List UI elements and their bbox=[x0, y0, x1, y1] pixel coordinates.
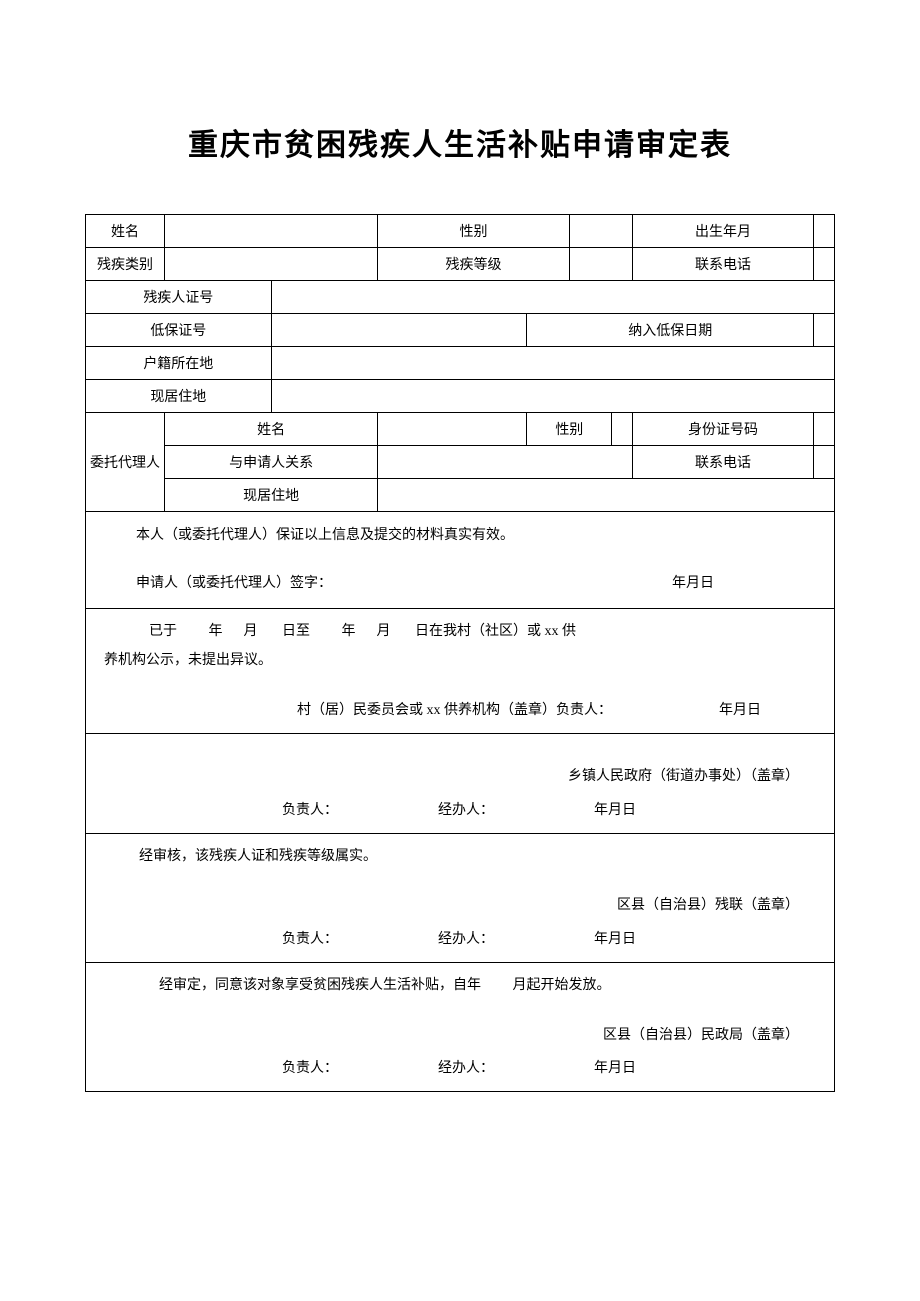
agent-phone-label: 联系电话 bbox=[632, 446, 813, 479]
township-block: 乡镇人民政府（街道办事处）（盖章） 负责人： 经办人： 年月日 bbox=[86, 734, 835, 834]
county-fed-stamp-label: 区县（自治县）残联（盖章） bbox=[104, 891, 814, 920]
agent-name-label: 姓名 bbox=[165, 413, 378, 446]
name-label: 姓名 bbox=[86, 215, 165, 248]
residence-label: 现居住地 bbox=[86, 380, 272, 413]
dibao-date-label: 纳入低保日期 bbox=[527, 314, 814, 347]
gender-value bbox=[569, 215, 632, 248]
agent-section-label: 委托代理人 bbox=[86, 413, 165, 512]
application-form-table: 姓名 性别 出生年月 残疾类别 残疾等级 联系电话 残疾人证号 低保证号 纳入低… bbox=[85, 214, 835, 1092]
agent-name-value bbox=[378, 413, 527, 446]
county-fed-review-text: 经审核，该残疾人证和残疾等级属实。 bbox=[104, 842, 814, 871]
name-value bbox=[165, 215, 378, 248]
dibao-cert-value bbox=[271, 314, 527, 347]
hukou-value bbox=[271, 347, 834, 380]
agent-phone-value bbox=[814, 446, 835, 479]
agent-id-value bbox=[814, 413, 835, 446]
declaration-text: 本人（或委托代理人）保证以上信息及提交的材料真实有效。 bbox=[136, 522, 814, 550]
phone-label: 联系电话 bbox=[632, 248, 813, 281]
disability-type-value bbox=[165, 248, 378, 281]
county-civil-stamp-label: 区县（自治县）民政局（盖章） bbox=[104, 1021, 814, 1050]
village-announcement-line2: 养机构公示，未提出异议。 bbox=[104, 646, 814, 675]
township-footer: 负责人： 经办人： 年月日 bbox=[104, 796, 814, 825]
township-stamp-label: 乡镇人民政府（街道办事处）（盖章） bbox=[104, 762, 814, 791]
disability-cert-value bbox=[271, 281, 834, 314]
agent-gender-value bbox=[612, 413, 633, 446]
agent-residence-label: 现居住地 bbox=[165, 479, 378, 512]
agent-residence-value bbox=[378, 479, 835, 512]
phone-value bbox=[814, 248, 835, 281]
county-civil-footer: 负责人： 经办人： 年月日 bbox=[104, 1054, 814, 1083]
signature-date-label: 年月日 bbox=[672, 570, 814, 598]
county-fed-block: 经审核，该残疾人证和残疾等级属实。 区县（自治县）残联（盖章） 负责人： 经办人… bbox=[86, 833, 835, 962]
county-civil-block: 经审定，同意该对象享受贫困残疾人生活补贴，自年 月起开始发放。 区县（自治县）民… bbox=[86, 963, 835, 1092]
agent-gender-label: 性别 bbox=[527, 413, 612, 446]
signature-label: 申请人（或委托代理人）签字： bbox=[136, 570, 332, 598]
agent-relation-label: 与申请人关系 bbox=[165, 446, 378, 479]
county-civil-approval-text: 经审定，同意该对象享受贫困残疾人生活补贴，自年 月起开始发放。 bbox=[104, 971, 814, 1000]
disability-grade-label: 残疾等级 bbox=[378, 248, 570, 281]
agent-id-label: 身份证号码 bbox=[632, 413, 813, 446]
birth-label: 出生年月 bbox=[632, 215, 813, 248]
dibao-date-value bbox=[814, 314, 835, 347]
county-fed-footer: 负责人： 经办人： 年月日 bbox=[104, 925, 814, 954]
village-committee-line: 村（居）民委员会或 xx 供养机构（盖章）负责人： 年月日 bbox=[104, 696, 814, 725]
gender-label: 性别 bbox=[378, 215, 570, 248]
hukou-label: 户籍所在地 bbox=[86, 347, 272, 380]
village-block: 已于 年 月 日至 年 月 日在我村（社区）或 xx 供 养机构公示，未提出异议… bbox=[86, 609, 835, 734]
village-announcement-line1: 已于 年 月 日至 年 月 日在我村（社区）或 xx 供 bbox=[104, 617, 814, 646]
disability-cert-label: 残疾人证号 bbox=[86, 281, 272, 314]
dibao-cert-label: 低保证号 bbox=[86, 314, 272, 347]
form-title: 重庆市贫困残疾人生活补贴申请审定表 bbox=[85, 120, 835, 164]
declaration-block: 本人（或委托代理人）保证以上信息及提交的材料真实有效。 申请人（或委托代理人）签… bbox=[86, 512, 835, 609]
residence-value bbox=[271, 380, 834, 413]
disability-type-label: 残疾类别 bbox=[86, 248, 165, 281]
birth-value bbox=[814, 215, 835, 248]
agent-relation-value bbox=[378, 446, 633, 479]
disability-grade-value bbox=[569, 248, 632, 281]
